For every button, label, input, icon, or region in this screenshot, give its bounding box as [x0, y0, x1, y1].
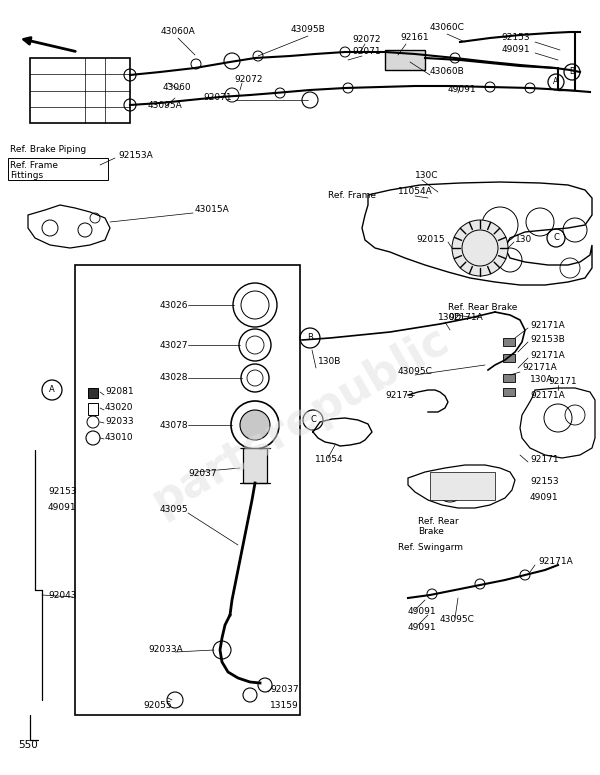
Text: B: B [307, 333, 313, 343]
Bar [88, 388, 98, 398]
Text: 92171A: 92171A [530, 350, 565, 360]
Text: 92071: 92071 [203, 92, 232, 102]
Text: 43060: 43060 [163, 84, 191, 92]
Text: 43027: 43027 [160, 340, 188, 350]
Text: 43095C: 43095C [440, 615, 475, 625]
Text: 92171A: 92171A [522, 363, 557, 373]
Bar [88, 403, 98, 415]
Circle shape [240, 410, 270, 440]
Text: 11054: 11054 [315, 456, 344, 464]
Text: 130C: 130C [415, 170, 439, 180]
Text: 49091: 49091 [408, 624, 437, 632]
Bar [243, 448, 267, 483]
Bar [503, 338, 515, 346]
Text: 92015: 92015 [416, 236, 445, 244]
Circle shape [452, 220, 508, 276]
Text: 43095C: 43095C [398, 367, 433, 377]
Text: 92153A: 92153A [118, 150, 153, 160]
Text: 43095: 43095 [160, 505, 188, 515]
Text: C: C [553, 233, 559, 243]
Bar [30, 58, 130, 123]
Text: 130: 130 [515, 236, 532, 244]
Text: 92153: 92153 [48, 487, 77, 497]
Text: Ref. Rear: Ref. Rear [418, 518, 458, 526]
Text: 92037: 92037 [270, 686, 299, 694]
Bar [430, 472, 495, 500]
Text: 92173: 92173 [385, 391, 413, 399]
Text: 130A: 130A [530, 376, 553, 384]
Text: Ref. Rear Brake: Ref. Rear Brake [448, 304, 517, 312]
Text: partsrepublic: partsrepublic [144, 317, 456, 522]
Bar [75, 265, 300, 715]
Text: 43060B: 43060B [430, 67, 465, 77]
Text: 43020: 43020 [105, 404, 133, 412]
Text: 92072: 92072 [352, 36, 380, 44]
Text: 43095A: 43095A [148, 101, 183, 109]
Text: 43060A: 43060A [161, 27, 196, 36]
Text: 49091: 49091 [502, 46, 530, 54]
Text: 92043: 92043 [48, 591, 77, 600]
Text: 49091: 49091 [448, 85, 476, 95]
Text: Ref. Brake Piping: Ref. Brake Piping [10, 146, 86, 154]
Text: 43095B: 43095B [290, 26, 325, 35]
Text: A: A [553, 78, 559, 87]
Text: 92171: 92171 [530, 456, 559, 464]
Text: 92161: 92161 [400, 33, 428, 43]
Text: 92033: 92033 [105, 418, 134, 426]
Text: 92171A: 92171A [538, 557, 573, 567]
Text: 130D: 130D [438, 314, 462, 322]
Text: 92071: 92071 [352, 47, 380, 57]
Text: Ref. Swingarm: Ref. Swingarm [398, 543, 463, 553]
Text: Fittings: Fittings [10, 170, 43, 180]
Text: 92171: 92171 [548, 377, 577, 387]
Text: 43015A: 43015A [195, 205, 230, 215]
Text: 49091: 49091 [408, 608, 437, 616]
Text: 13159: 13159 [270, 701, 299, 709]
Text: 43010: 43010 [105, 433, 134, 443]
Text: 92171A: 92171A [530, 321, 565, 329]
Text: 92171A: 92171A [448, 314, 483, 322]
Bar [385, 50, 425, 70]
Text: B: B [569, 67, 575, 77]
Text: A: A [49, 385, 55, 394]
Text: 92072: 92072 [234, 75, 263, 84]
Text: 11054A: 11054A [398, 188, 433, 197]
Text: 49091: 49091 [48, 504, 77, 512]
Bar [503, 354, 515, 362]
Text: 92153: 92153 [530, 477, 559, 487]
Text: Brake: Brake [418, 528, 444, 536]
Text: 92171A: 92171A [530, 391, 565, 399]
Text: Ref. Frame: Ref. Frame [10, 160, 58, 170]
Text: 550: 550 [18, 740, 38, 750]
Text: 92153: 92153 [502, 33, 530, 43]
Text: 92055: 92055 [143, 701, 172, 709]
Text: 43078: 43078 [160, 421, 188, 429]
Text: 92033A: 92033A [148, 646, 183, 655]
Text: 43026: 43026 [160, 301, 188, 309]
Bar [503, 388, 515, 396]
Text: 130B: 130B [318, 357, 341, 367]
Text: Ref. Frame: Ref. Frame [328, 191, 376, 199]
Bar [8, 158, 108, 180]
Text: 92153B: 92153B [530, 336, 565, 345]
Bar [503, 374, 515, 382]
Text: 49091: 49091 [530, 492, 559, 501]
Text: 92037: 92037 [188, 469, 217, 477]
Text: 43028: 43028 [160, 374, 188, 383]
Text: 43060C: 43060C [430, 23, 464, 33]
Text: C: C [310, 415, 316, 425]
Text: 92081: 92081 [105, 388, 134, 397]
